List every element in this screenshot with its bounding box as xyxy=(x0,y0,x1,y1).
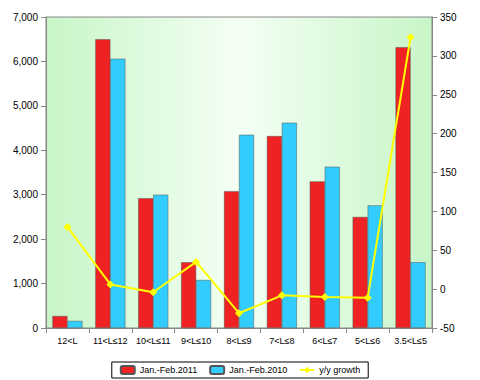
svg-text:9<L≤10: 9<L≤10 xyxy=(181,336,211,346)
svg-text:7<L≤8: 7<L≤8 xyxy=(269,336,294,346)
svg-text:6<L≤7: 6<L≤7 xyxy=(312,336,337,346)
svg-text:150: 150 xyxy=(440,167,457,178)
svg-text:200: 200 xyxy=(440,128,457,139)
svg-text:5,000: 5,000 xyxy=(13,100,38,111)
svg-text:Jan.-Feb.2010: Jan.-Feb.2010 xyxy=(229,365,287,375)
svg-text:50: 50 xyxy=(440,245,452,256)
svg-text:350: 350 xyxy=(440,12,457,23)
svg-text:12<L: 12<L xyxy=(57,336,77,346)
svg-text:2,000: 2,000 xyxy=(13,234,38,245)
svg-text:10<L≤11: 10<L≤11 xyxy=(136,336,171,346)
svg-text:3.5<L≤5: 3.5<L≤5 xyxy=(394,336,427,346)
svg-text:6,000: 6,000 xyxy=(13,56,38,67)
svg-text:y/y growth: y/y growth xyxy=(319,365,360,375)
svg-text:250: 250 xyxy=(440,89,457,100)
svg-text:0: 0 xyxy=(32,323,38,334)
svg-text:11<L≤12: 11<L≤12 xyxy=(93,336,128,346)
svg-text:100: 100 xyxy=(440,206,457,217)
svg-text:7,000: 7,000 xyxy=(13,12,38,23)
svg-text:1,000: 1,000 xyxy=(13,278,38,289)
svg-text:Jan.-Feb.2011: Jan.-Feb.2011 xyxy=(140,365,197,375)
svg-text:3,000: 3,000 xyxy=(13,189,38,200)
svg-text:4,000: 4,000 xyxy=(13,145,38,156)
svg-text:0: 0 xyxy=(440,284,446,295)
svg-text:5<L≤6: 5<L≤6 xyxy=(355,336,380,346)
svg-text:8<L≤9: 8<L≤9 xyxy=(226,336,251,346)
svg-text:300: 300 xyxy=(440,50,457,61)
svg-text:-50: -50 xyxy=(440,323,455,334)
